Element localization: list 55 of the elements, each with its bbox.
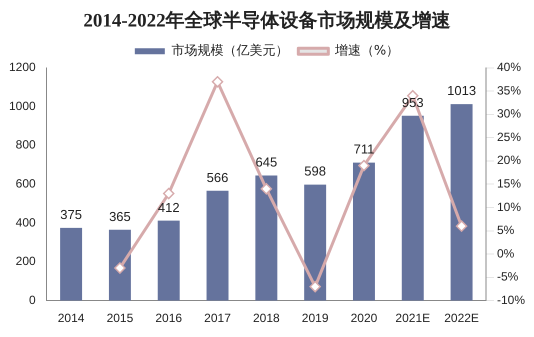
bar <box>255 175 278 301</box>
data-label: 598 <box>304 164 326 179</box>
y2-tick-label: 30% <box>496 106 522 121</box>
y2-tick-label: 40% <box>496 60 522 74</box>
x-tick-label: 2018 <box>252 311 280 326</box>
bar <box>60 228 82 301</box>
y-tick-label: 1000 <box>8 98 36 113</box>
bar <box>108 230 131 301</box>
data-label: 375 <box>60 206 82 222</box>
y2-tick-label: -10% <box>496 292 526 307</box>
x-tick-label: 2017 <box>204 311 232 326</box>
y2-tick-label: 25% <box>496 130 522 144</box>
y-tick-label: 400 <box>16 215 36 230</box>
legend-label: 增速（%） <box>334 44 400 59</box>
y2-tick-label: -5% <box>496 270 519 284</box>
y2-tick-label: 15% <box>496 176 522 191</box>
x-tick-label: 2020 <box>350 311 378 326</box>
y2-tick-label: 20% <box>496 153 522 168</box>
legend-label: 市场规模（亿美元） <box>171 42 288 59</box>
data-label: 365 <box>109 208 131 224</box>
point <box>358 160 370 172</box>
data-label: 953 <box>402 94 424 110</box>
data-label: 711 <box>354 142 374 157</box>
y2-tick-label: 0% <box>496 246 515 260</box>
bar <box>402 116 424 301</box>
y2-tick-label: 35% <box>496 83 522 98</box>
bar <box>352 162 375 301</box>
x-tick-label: 2022E <box>444 311 479 326</box>
bar <box>206 190 229 301</box>
y-tick-label: 600 <box>16 176 36 191</box>
y-tick-label: 1200 <box>8 60 36 74</box>
bar <box>304 184 326 301</box>
point <box>162 188 174 200</box>
y-tick-label: 0 <box>29 292 36 307</box>
chart-title: 2014-2022年全球半导体设备市场规模及增速 <box>83 9 451 32</box>
x-tick-label: 2014 <box>58 311 85 326</box>
point <box>260 183 272 195</box>
data-label: 412 <box>158 200 180 215</box>
point <box>212 76 224 88</box>
x-tick-label: 2015 <box>106 311 134 326</box>
y2-tick-label: 5% <box>496 223 515 238</box>
data-label: 566 <box>206 170 228 185</box>
data-label: 1013 <box>447 83 476 98</box>
x-tick-label: 2019 <box>302 311 329 326</box>
x-tick-label: 2021E <box>395 311 430 326</box>
point <box>456 220 468 232</box>
bar <box>158 220 180 301</box>
x-tick-label: 2016 <box>155 311 182 326</box>
point <box>114 262 126 274</box>
y-tick-label: 800 <box>16 138 36 152</box>
point <box>309 280 321 292</box>
y2-tick-label: 10% <box>496 200 522 214</box>
data-label: 645 <box>255 154 278 170</box>
bar <box>450 104 473 301</box>
y-tick-label: 200 <box>16 254 36 268</box>
